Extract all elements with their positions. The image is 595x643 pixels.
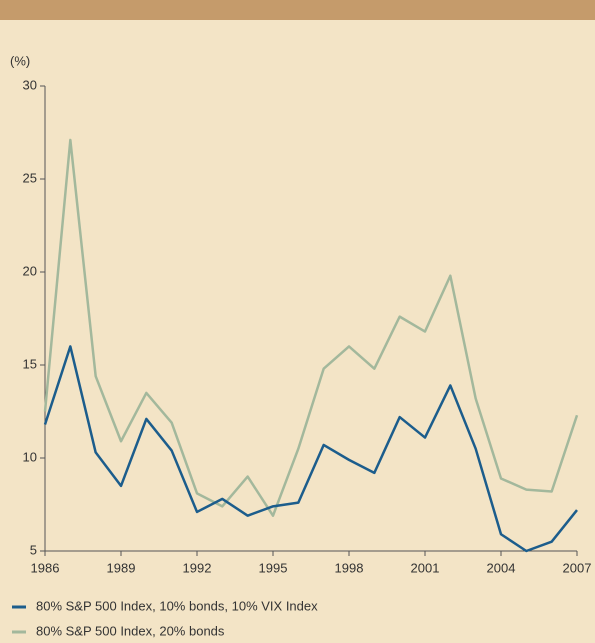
y-tick-label: 30 xyxy=(23,77,37,92)
y-unit-label: (%) xyxy=(10,53,30,68)
x-tick-label: 1992 xyxy=(183,560,212,575)
legend-label: 80% S&P 500 Index, 20% bonds xyxy=(36,623,225,638)
x-tick-label: 1986 xyxy=(31,560,60,575)
top-bar xyxy=(0,0,595,20)
x-tick-label: 1989 xyxy=(107,560,136,575)
y-tick-label: 10 xyxy=(23,449,37,464)
x-tick-label: 1998 xyxy=(335,560,364,575)
x-tick-label: 2004 xyxy=(487,560,516,575)
x-tick-label: 1995 xyxy=(259,560,288,575)
y-tick-label: 25 xyxy=(23,170,37,185)
series-line xyxy=(43,345,578,553)
y-tick-label: 20 xyxy=(23,263,37,278)
series-line xyxy=(43,138,579,517)
x-tick-label: 2001 xyxy=(411,560,440,575)
x-tick-label: 2007 xyxy=(563,560,592,575)
y-tick-label: 5 xyxy=(30,542,37,557)
y-tick-label: 15 xyxy=(23,356,37,371)
legend-label: 80% S&P 500 Index, 10% bonds, 10% VIX In… xyxy=(36,598,318,613)
